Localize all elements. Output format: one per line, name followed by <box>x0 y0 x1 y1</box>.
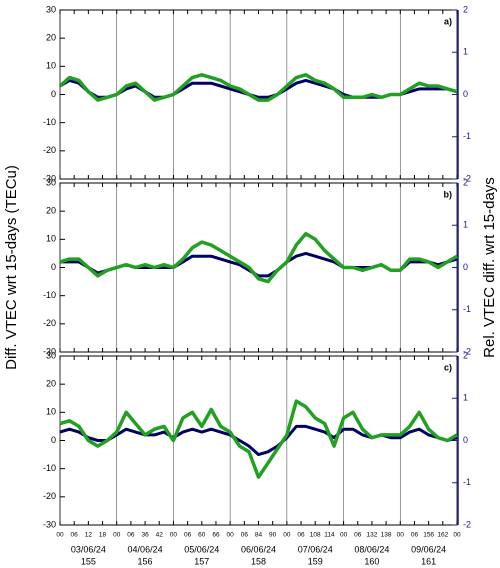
doy-label: 158 <box>251 556 266 566</box>
y-tick-label: 20 <box>46 379 56 389</box>
data-line <box>59 399 458 479</box>
x-tick-label: 162 <box>437 532 448 539</box>
x-tick-label: 138 <box>381 532 392 539</box>
date-label: 05/06/24 <box>184 544 219 554</box>
y-tick-label: 20 <box>46 33 56 43</box>
x-tick-label: 132 <box>366 532 377 539</box>
y2-tick-label: 0 <box>463 89 468 99</box>
y-tick-label: 30 <box>46 177 56 187</box>
date-label: 07/06/24 <box>298 544 333 554</box>
panel-label: b) <box>444 189 453 199</box>
y-tick-label: 20 <box>46 206 56 216</box>
x-tick-label: 06 <box>241 532 249 539</box>
x-tick-label: 00 <box>453 532 461 539</box>
x-tick-label: 60 <box>198 532 206 539</box>
x-tick-label: 06 <box>354 532 362 539</box>
date-label: 09/06/24 <box>411 544 446 554</box>
x-tick-label: 114 <box>324 532 335 539</box>
data-line <box>59 231 458 284</box>
x-tick-label: 06 <box>297 532 305 539</box>
x-tick-label: 00 <box>227 532 235 539</box>
y2-tick-label: 1 <box>463 220 468 230</box>
y-tick-label: 30 <box>46 4 56 14</box>
doy-label: 155 <box>81 556 96 566</box>
data-line <box>60 251 458 278</box>
x-tick-label: 00 <box>56 532 64 539</box>
y-tick-label: 30 <box>46 350 56 360</box>
y-tick-label: -20 <box>43 491 56 501</box>
panel-label: c) <box>444 362 452 372</box>
doy-label: 161 <box>421 556 436 566</box>
panel-frame <box>59 355 458 526</box>
y-tick-label: -20 <box>43 318 56 328</box>
y2-tick-label: -2 <box>463 346 471 356</box>
y-tick-label: -10 <box>43 290 56 300</box>
y2-tick-label: -1 <box>463 304 471 314</box>
x-tick-label: 36 <box>141 532 149 539</box>
y-tick-label: 0 <box>51 262 56 272</box>
y2-tick-label: 0 <box>463 435 468 445</box>
x-tick-label: 06 <box>411 532 419 539</box>
y-tick-label: 10 <box>46 234 56 244</box>
y-tick-label: 10 <box>46 61 56 71</box>
y2-tick-label: 2 <box>463 177 468 187</box>
y-tick-label: -30 <box>43 346 56 356</box>
x-tick-label: 156 <box>423 532 434 539</box>
x-tick-label: 06 <box>127 532 135 539</box>
date-label: 06/06/24 <box>241 544 276 554</box>
y2-tick-label: 0 <box>463 262 468 272</box>
y2-tick-label: -1 <box>463 131 471 141</box>
x-tick-label: 18 <box>99 532 107 539</box>
data-line <box>59 424 458 457</box>
y-tick-label: 10 <box>46 407 56 417</box>
y-tick-label: -10 <box>43 463 56 473</box>
y2-tick-label: -1 <box>463 477 471 487</box>
x-tick-label: 90 <box>269 532 277 539</box>
x-tick-label: 00 <box>340 532 348 539</box>
y2-tick-label: 2 <box>463 4 468 14</box>
y-tick-label: -20 <box>43 145 56 155</box>
y2-axis-label: Rel. VTEC diff. wrt 15-days <box>481 177 498 358</box>
x-tick-label: 66 <box>212 532 220 539</box>
y-tick-label: 0 <box>51 89 56 99</box>
y2-tick-label: 1 <box>463 47 468 57</box>
x-tick-label: 00 <box>283 532 291 539</box>
x-tick-label: 06 <box>71 532 79 539</box>
doy-label: 157 <box>194 556 209 566</box>
y2-tick-label: 2 <box>463 350 468 360</box>
y-axis-label: Diff. VTEC wrt 15-days (TECu) <box>3 165 20 370</box>
y2-tick-label: 1 <box>463 393 468 403</box>
x-tick-label: 42 <box>156 532 164 539</box>
y-tick-label: -30 <box>43 519 56 529</box>
y2-tick-label: -2 <box>463 173 471 183</box>
x-tick-label: 12 <box>85 532 93 539</box>
x-tick-label: 00 <box>170 532 178 539</box>
y-tick-label: -30 <box>43 173 56 183</box>
doy-label: 160 <box>364 556 379 566</box>
y2-tick-label: -2 <box>463 519 471 529</box>
x-tick-label: 108 <box>310 532 321 539</box>
date-label: 03/06/24 <box>71 544 106 554</box>
data-line <box>58 73 458 102</box>
panel-label: a) <box>444 16 452 26</box>
date-label: 08/06/24 <box>354 544 389 554</box>
y-tick-label: -10 <box>43 117 56 127</box>
doy-label: 156 <box>138 556 153 566</box>
x-tick-label: 84 <box>255 532 263 539</box>
x-tick-label: 00 <box>113 532 121 539</box>
doy-label: 159 <box>308 556 323 566</box>
x-tick-label: 00 <box>397 532 405 539</box>
y-tick-label: 0 <box>51 435 56 445</box>
date-label: 04/06/24 <box>128 544 163 554</box>
x-tick-label: 06 <box>184 532 192 539</box>
